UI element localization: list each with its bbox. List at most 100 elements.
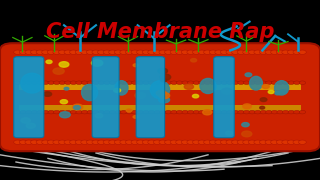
Circle shape — [159, 93, 170, 99]
Ellipse shape — [21, 73, 43, 93]
Circle shape — [187, 140, 195, 144]
Circle shape — [36, 50, 44, 54]
Circle shape — [153, 140, 161, 144]
Circle shape — [19, 140, 27, 144]
Circle shape — [227, 81, 233, 85]
Circle shape — [188, 81, 194, 85]
Circle shape — [53, 81, 60, 85]
Circle shape — [137, 50, 144, 54]
Circle shape — [98, 140, 105, 144]
Circle shape — [265, 50, 273, 54]
Circle shape — [25, 140, 33, 144]
Circle shape — [103, 140, 111, 144]
Circle shape — [148, 50, 156, 54]
Circle shape — [271, 81, 278, 85]
Circle shape — [14, 81, 21, 85]
Circle shape — [26, 81, 32, 85]
Circle shape — [31, 110, 37, 114]
Circle shape — [53, 140, 60, 144]
Circle shape — [114, 88, 121, 92]
Circle shape — [19, 50, 27, 54]
Circle shape — [232, 110, 239, 114]
Circle shape — [160, 110, 166, 114]
Circle shape — [126, 109, 132, 112]
FancyBboxPatch shape — [214, 57, 234, 138]
Circle shape — [47, 50, 55, 54]
Circle shape — [171, 81, 177, 85]
Circle shape — [237, 140, 245, 144]
Circle shape — [287, 50, 295, 54]
Circle shape — [226, 131, 233, 135]
Circle shape — [221, 81, 228, 85]
Circle shape — [282, 50, 290, 54]
Circle shape — [154, 110, 160, 114]
Circle shape — [277, 81, 283, 85]
Circle shape — [132, 81, 138, 85]
Circle shape — [75, 50, 83, 54]
Circle shape — [126, 81, 132, 85]
Circle shape — [288, 81, 294, 85]
Circle shape — [109, 81, 116, 85]
Circle shape — [114, 50, 122, 54]
Circle shape — [260, 140, 267, 144]
Circle shape — [282, 140, 290, 144]
Circle shape — [104, 110, 110, 114]
Circle shape — [199, 110, 205, 114]
Circle shape — [21, 118, 30, 123]
Circle shape — [60, 100, 68, 104]
Ellipse shape — [82, 84, 98, 101]
Circle shape — [59, 81, 66, 85]
FancyBboxPatch shape — [92, 57, 119, 138]
Circle shape — [115, 81, 121, 85]
Circle shape — [70, 110, 77, 114]
Circle shape — [265, 140, 273, 144]
Circle shape — [215, 140, 222, 144]
Circle shape — [158, 68, 168, 74]
FancyBboxPatch shape — [136, 57, 164, 138]
Circle shape — [237, 50, 245, 54]
Circle shape — [191, 58, 196, 62]
Circle shape — [59, 110, 66, 114]
Circle shape — [245, 73, 252, 77]
Circle shape — [159, 97, 170, 103]
Circle shape — [64, 50, 72, 54]
Circle shape — [161, 78, 167, 82]
Circle shape — [204, 110, 211, 114]
Circle shape — [232, 140, 239, 144]
Circle shape — [125, 140, 133, 144]
Circle shape — [176, 81, 183, 85]
Circle shape — [176, 140, 183, 144]
Circle shape — [120, 50, 128, 54]
Circle shape — [275, 92, 281, 95]
Circle shape — [64, 140, 72, 144]
Circle shape — [209, 140, 217, 144]
Circle shape — [220, 50, 228, 54]
Circle shape — [120, 140, 128, 144]
Circle shape — [42, 110, 49, 114]
Circle shape — [181, 50, 189, 54]
Circle shape — [254, 140, 261, 144]
Circle shape — [81, 81, 88, 85]
Circle shape — [25, 50, 33, 54]
Circle shape — [153, 50, 161, 54]
Circle shape — [199, 81, 205, 85]
Circle shape — [109, 140, 116, 144]
Circle shape — [181, 140, 189, 144]
Circle shape — [14, 50, 21, 54]
Circle shape — [215, 81, 222, 85]
Circle shape — [92, 81, 99, 85]
Circle shape — [260, 106, 265, 109]
Circle shape — [143, 81, 149, 85]
Circle shape — [204, 81, 211, 85]
Circle shape — [60, 112, 70, 118]
Circle shape — [81, 50, 88, 54]
Circle shape — [254, 110, 261, 114]
Circle shape — [271, 110, 278, 114]
FancyBboxPatch shape — [0, 43, 320, 151]
Circle shape — [299, 140, 306, 144]
Circle shape — [132, 110, 138, 114]
Circle shape — [76, 81, 82, 85]
Circle shape — [227, 110, 233, 114]
Circle shape — [242, 131, 252, 137]
Circle shape — [72, 104, 83, 110]
